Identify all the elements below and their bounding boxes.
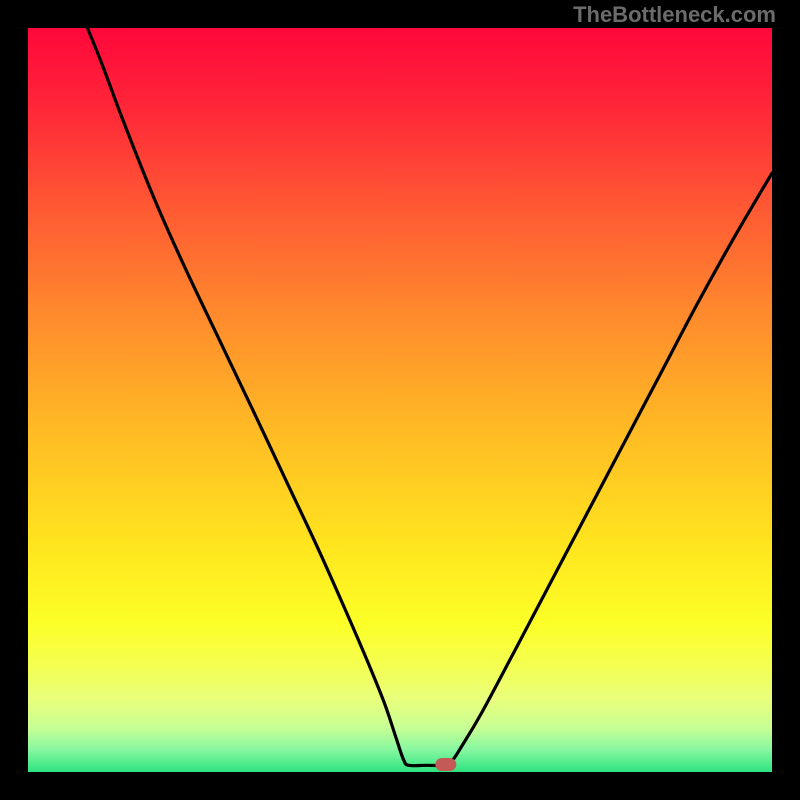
- bottleneck-marker: [435, 758, 456, 772]
- plot-area: [28, 28, 772, 772]
- chart-frame: TheBottleneck.com: [0, 0, 800, 800]
- watermark-text: TheBottleneck.com: [573, 2, 776, 28]
- bottleneck-curve: [28, 28, 772, 772]
